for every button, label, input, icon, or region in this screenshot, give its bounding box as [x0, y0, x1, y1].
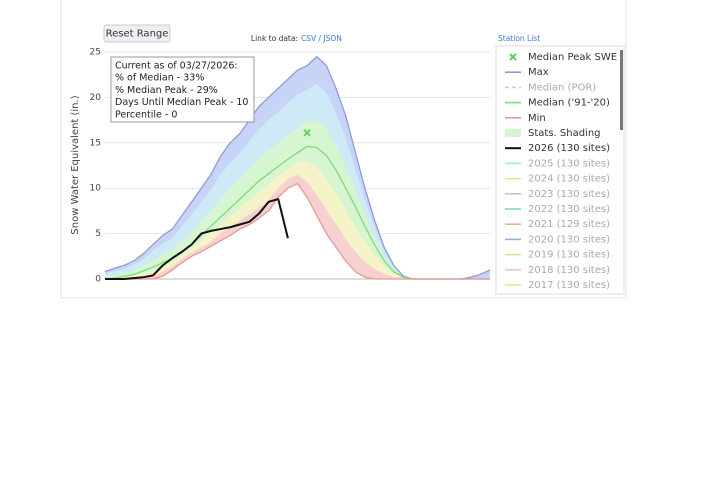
link-label: Link to data:	[251, 34, 298, 43]
legend-marker	[509, 53, 517, 61]
y-tick-label: 25	[90, 48, 101, 58]
y-tick-label: 15	[90, 138, 101, 148]
legend-label: Max	[528, 67, 549, 78]
y-tick-label: 5	[95, 229, 101, 239]
legend-label: 2021 (129 sites)	[528, 219, 610, 230]
legend-label: Median (POR)	[528, 82, 596, 93]
tooltip-line: % Median Peak - 29%	[115, 85, 218, 96]
legend-label: 2023 (130 sites)	[528, 189, 610, 200]
legend-label: Min	[528, 113, 546, 124]
legend-label: Stats. Shading	[528, 128, 601, 139]
min-area	[105, 183, 490, 279]
legend-label: Median Peak SWE	[528, 52, 617, 63]
y-axis-title: Snow Water Equivalent (in.)	[70, 95, 81, 234]
tooltip-line: % of Median - 33%	[115, 73, 204, 84]
tooltip-text: Current as of 03/27/2026:% of Median - 3…	[115, 61, 248, 121]
legend-label: 2024 (130 sites)	[528, 174, 610, 185]
y-tick-label: 0	[95, 275, 101, 285]
legend-label: 2026 (130 sites)	[528, 143, 610, 154]
station-list[interactable]: Station List	[498, 34, 540, 43]
legend-label: 2022 (130 sites)	[528, 204, 610, 215]
scrollbar	[620, 50, 623, 130]
reset-label[interactable]: Reset Range	[106, 29, 169, 40]
legend-label: 2025 (130 sites)	[528, 158, 610, 169]
legend-label: 2017 (130 sites)	[528, 280, 610, 291]
plot-area: 0 5 10 15 20 25	[90, 48, 491, 285]
legend-label: 2020 (130 sites)	[528, 234, 610, 245]
marker-x	[303, 129, 311, 137]
median-peak-marker	[303, 129, 311, 137]
legend	[495, 45, 625, 295]
legend-label: 2018 (130 sites)	[528, 265, 610, 276]
link-formats[interactable]: CSV / JSON	[301, 34, 342, 43]
legend-label: Median ('91-'20)	[528, 98, 610, 109]
tooltip-line: Current as of 03/27/2026:	[115, 61, 238, 72]
legend-swatch	[505, 129, 521, 137]
legend-label: 2019 (130 sites)	[528, 250, 610, 261]
tooltip-line: Days Until Median Peak - 10	[115, 97, 248, 108]
tooltip-line: Percentile - 0	[115, 109, 177, 120]
series-line	[105, 198, 289, 280]
reset-button[interactable]	[103, 24, 171, 43]
series-line	[105, 183, 490, 280]
y-tick-label: 20	[90, 93, 102, 103]
legend-items: Median Peak SWE Max Median (POR) Median ('9…	[505, 52, 617, 291]
tooltip	[110, 56, 255, 123]
y-tick-label: 10	[90, 184, 102, 194]
